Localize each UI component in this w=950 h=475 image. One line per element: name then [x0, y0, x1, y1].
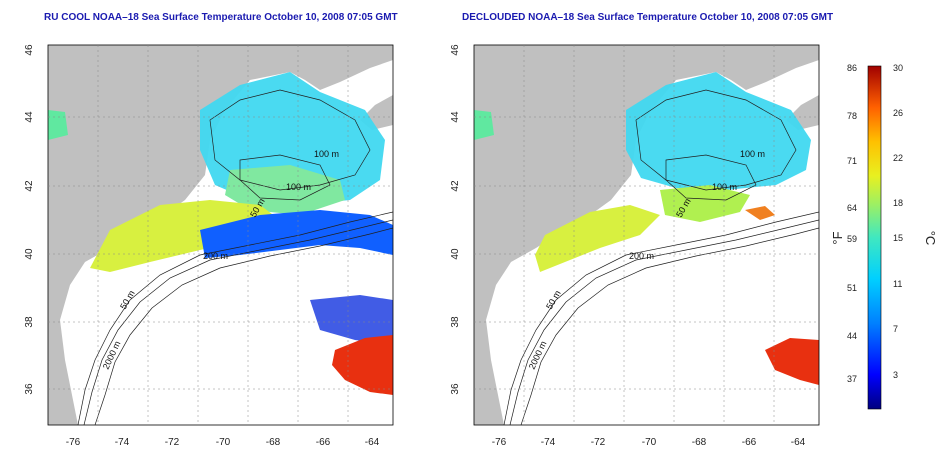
left-x-tick: -66 [316, 437, 331, 448]
left-map-frame [47, 44, 394, 426]
colorbar-c-tick: 11 [893, 279, 902, 289]
right-map-frame [473, 44, 820, 426]
left-y-tick: 42 [24, 180, 35, 192]
right-bathymetry-contours [503, 89, 819, 425]
colorbar-f-tick: 78 [847, 111, 857, 121]
left-x-tick: -76 [66, 437, 81, 448]
right-contour-label: 100 m [740, 149, 765, 159]
right-map-title: DECLOUDED NOAA–18 Sea Surface Temperatur… [462, 12, 834, 23]
right-map-panel: 100 m 100 m 50 m 200 m 50 m 2000 m -76 -… [450, 44, 820, 448]
colorbar-f-tick: 86 [847, 63, 857, 73]
left-y-tick: 40 [24, 248, 35, 260]
left-x-tick: -74 [115, 437, 130, 448]
right-y-tick: 36 [450, 383, 461, 395]
right-y-tick: 38 [450, 316, 461, 328]
left-contour-label: 100 m [286, 182, 311, 192]
left-x-tick: -70 [216, 437, 231, 448]
colorbar-c-tick: 26 [893, 108, 903, 118]
right-x-tick: -70 [642, 437, 657, 448]
right-y-tick: 40 [450, 248, 461, 260]
left-x-tick: -72 [165, 437, 180, 448]
left-bathymetry-contours [77, 89, 393, 425]
left-map-panel: 100 m 100 m 50 m 200 m 50 m 2000 m -76 -… [24, 44, 394, 448]
colorbar-f-tick: 59 [847, 234, 857, 244]
right-coastal-green-sst [474, 110, 494, 140]
right-warm-eddy-sst [745, 206, 775, 220]
right-y-tick: 46 [450, 44, 461, 56]
right-land-mass [474, 45, 819, 425]
right-x-tick: -66 [742, 437, 757, 448]
right-contour-label: 200 m [629, 251, 654, 261]
left-contour-label: 100 m [314, 149, 339, 159]
colorbar-c-tick: 3 [893, 370, 898, 380]
left-y-tick: 38 [24, 316, 35, 328]
left-gulf-stream-sst [332, 335, 393, 395]
colorbar-c-tick: 30 [893, 63, 903, 73]
right-gulf-of-maine-sst [626, 72, 811, 190]
right-x-tick: -76 [492, 437, 507, 448]
colorbar-c-tick: 15 [893, 233, 903, 243]
left-map-title: RU COOL NOAA–18 Sea Surface Temperature … [44, 12, 398, 23]
left-y-tick: 36 [24, 383, 35, 395]
colorbar-celsius-label: °C [923, 231, 938, 246]
right-y-tick: 44 [450, 111, 461, 123]
right-map-grid [474, 45, 819, 425]
left-shelf-warm-sst [90, 200, 280, 272]
colorbar-f-tick: 64 [847, 203, 857, 213]
left-georges-bank-sst [225, 165, 345, 215]
left-x-tick: -68 [266, 437, 281, 448]
left-x-tick: -64 [365, 437, 380, 448]
right-x-tick: -68 [692, 437, 707, 448]
left-land-mass [48, 45, 393, 425]
right-contour-label: 100 m [712, 182, 737, 192]
right-gulf-stream-sst [765, 338, 819, 385]
colorbar-c-tick: 7 [893, 324, 898, 334]
left-y-tick: 44 [24, 111, 35, 123]
left-y-tick: 46 [24, 44, 35, 56]
colorbar-gradient [867, 65, 882, 410]
left-map-grid [48, 45, 393, 425]
colorbar-f-tick: 44 [847, 331, 857, 341]
temperature-colorbar: 86 78 71 64 59 51 44 37 30 26 22 18 15 1… [830, 63, 938, 410]
right-x-tick: -64 [791, 437, 806, 448]
colorbar-f-tick: 51 [847, 283, 857, 293]
right-x-tick: -74 [541, 437, 556, 448]
right-x-tick: -72 [591, 437, 606, 448]
right-shelf-warm-sst [535, 205, 660, 272]
left-offshore-cloud-blue [310, 295, 393, 345]
colorbar-f-tick: 37 [847, 374, 857, 384]
left-contour-label: 200 m [203, 251, 228, 261]
right-y-tick: 42 [450, 180, 461, 192]
colorbar-fahrenheit-label: °F [830, 231, 845, 244]
right-georges-bank-sst [660, 185, 750, 222]
left-coastal-green-sst [48, 110, 68, 140]
colorbar-c-tick: 18 [893, 198, 903, 208]
colorbar-f-tick: 71 [847, 156, 857, 166]
colorbar-c-tick: 22 [893, 153, 903, 163]
